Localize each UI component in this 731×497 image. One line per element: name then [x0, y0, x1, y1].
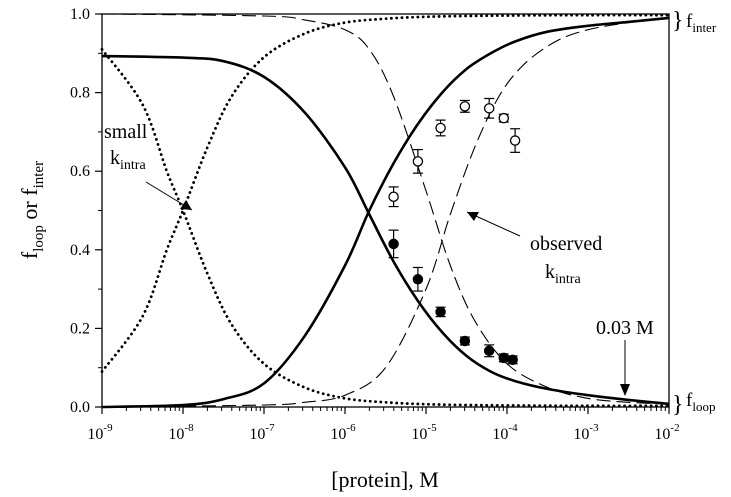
filled-point-0	[388, 238, 399, 250]
label-floop: floop	[686, 390, 715, 414]
annotation-conc: 0.03 M	[596, 317, 654, 339]
series-line-1	[101, 16, 670, 409]
y-tick-label-3: 0.6	[70, 163, 90, 180]
x-axis-title: [protein], M	[331, 467, 439, 492]
annotation-small: small	[104, 121, 148, 143]
points-layer	[388, 97, 521, 366]
series-line-0	[101, 54, 670, 406]
open-point-4	[483, 103, 495, 114]
arrow-observed-head	[467, 212, 479, 221]
brace-finter: }	[672, 8, 684, 34]
y-tick-label-0: 0.0	[70, 399, 90, 416]
y-axis-title: floop or finter	[17, 161, 47, 259]
x-tick-label-3: 10-6	[330, 422, 356, 443]
annotation-observed-k: kintra	[545, 261, 581, 287]
x-tick-label-5: 10-4	[492, 422, 518, 443]
x-tick-label-4: 10-5	[411, 422, 437, 443]
open-point-6	[509, 135, 521, 146]
brace-floop: }	[672, 392, 684, 418]
open-point-2	[435, 122, 446, 134]
series-line-5	[101, 17, 670, 408]
x-tick-label-6: 10-3	[573, 422, 599, 443]
y-tick-label-4: 0.8	[70, 85, 90, 102]
label-finter: finter	[686, 11, 717, 35]
filled-point-3	[459, 335, 471, 347]
annotation-small-k: kintra	[110, 147, 146, 173]
open-point-1	[412, 156, 424, 167]
arrow-conc-head	[620, 384, 630, 396]
filled-point-6	[507, 354, 518, 366]
y-tick-label-5: 1.0	[70, 6, 90, 23]
x-tick-label-2: 10-7	[249, 422, 275, 443]
open-point-3	[459, 101, 471, 112]
arrow-small-head	[180, 200, 192, 210]
filled-point-4	[483, 345, 495, 357]
y-tick-label-1: 0.2	[70, 320, 90, 337]
x-axis: 10-9 10-8 10-7 10-6 10-5 10-4 10-3 10-2	[87, 407, 680, 443]
filled-point-1	[412, 274, 424, 285]
series-line-3	[100, 13, 671, 373]
plot-frame	[101, 13, 670, 408]
y-tick-label-2: 0.4	[70, 242, 90, 259]
open-point-0	[388, 191, 399, 202]
y-axis: 0.0 0.2 0.4 0.6 0.8 1.0	[70, 6, 102, 416]
series-line-4	[101, 13, 670, 405]
annotation-observed: observed	[530, 233, 602, 255]
curves-layer	[100, 13, 671, 409]
x-tick-label-0: 10-9	[87, 422, 113, 443]
series-line-2	[100, 48, 671, 408]
filled-point-2	[435, 306, 446, 318]
x-tick-label-7: 10-2	[654, 422, 679, 443]
filled-point-5	[498, 352, 510, 364]
x-tick-label-1: 10-8	[168, 422, 194, 443]
open-point-5	[498, 112, 510, 124]
